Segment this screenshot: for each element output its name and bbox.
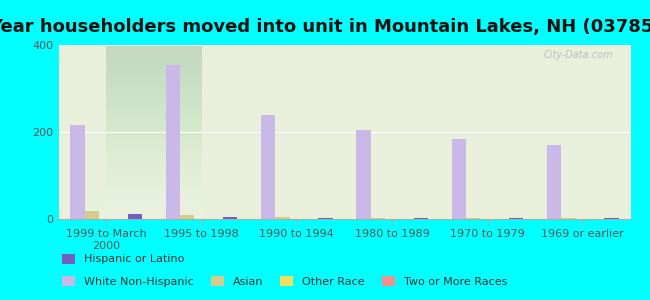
Bar [356,130,370,219]
Bar [70,125,84,219]
Bar [562,218,576,219]
Text: Year householders moved into unit in Mountain Lakes, NH (03785): Year householders moved into unit in Mou… [0,18,650,36]
Bar [180,215,194,219]
Bar [413,218,428,219]
Legend: Hispanic or Latino: Hispanic or Latino [58,249,189,269]
Bar [223,217,237,219]
Bar [604,218,619,219]
Bar [84,211,99,219]
Bar [509,218,523,219]
Bar [166,64,180,219]
Bar [276,217,290,219]
Text: City-Data.com: City-Data.com [543,50,614,60]
Bar [318,218,333,219]
Legend: White Non-Hispanic, Asian, Other Race, Two or More Races: White Non-Hispanic, Asian, Other Race, T… [58,272,512,291]
Bar [452,139,466,219]
Bar [370,218,385,219]
Bar [466,218,480,219]
Bar [261,115,276,219]
Bar [547,145,562,219]
Bar [127,214,142,219]
